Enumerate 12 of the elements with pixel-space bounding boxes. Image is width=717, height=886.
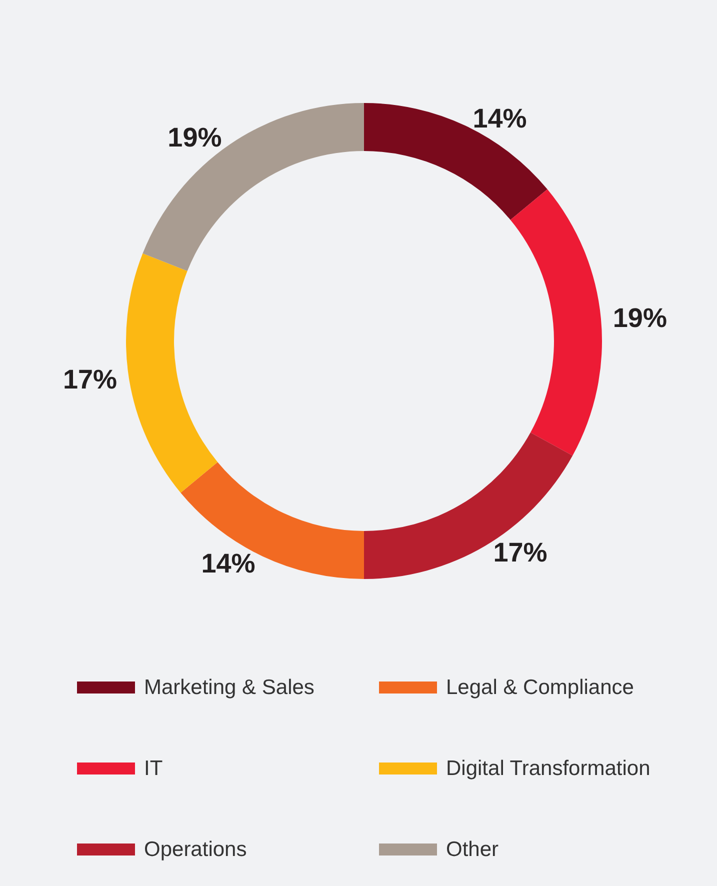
data-label: 14% xyxy=(201,548,256,579)
data-label: 17% xyxy=(493,538,548,568)
legend-label: Legal & Compliance xyxy=(446,676,634,699)
legend-label: Operations xyxy=(144,838,247,861)
data-label: 14% xyxy=(472,103,527,134)
legend-label: Digital Transformation xyxy=(446,757,650,780)
legend-label: IT xyxy=(144,757,163,780)
data-label: 19% xyxy=(168,122,222,153)
data-label: 19% xyxy=(612,302,667,333)
legend-label: Marketing & Sales xyxy=(144,676,314,699)
legend-label: Other xyxy=(446,838,499,861)
data-label: 17% xyxy=(62,364,118,394)
